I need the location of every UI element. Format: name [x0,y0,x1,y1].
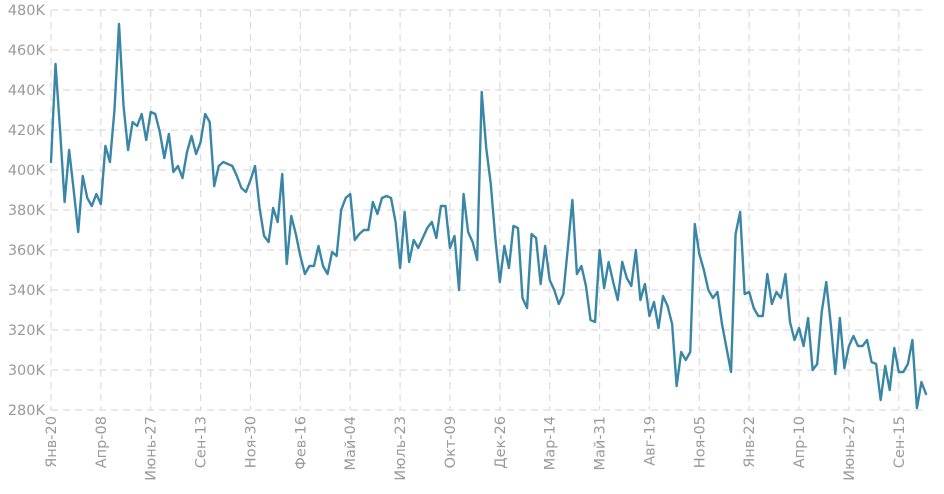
y-gridlines [51,9,926,411]
y-tick-label: 340K [8,283,46,299]
y-tick-label: 300K [8,363,46,379]
y-axis-tick-labels: 280K 300K 320K 340K 360K 380K 400K 420K 440K 460K… [8,3,46,419]
x-tick-label: Июль-23 [393,416,409,481]
x-axis-tick-labels: Янв-20 Апр-08 Июнь-27 Сен-13 Ноя-30 Фев-16 Май… [44,416,908,481]
x-tick-label: Май-31 [593,416,609,471]
y-tick-label: 420K [8,123,46,139]
x-tick-label: Дек-26 [493,416,509,469]
series-line [49,22,928,410]
x-tick-label: Ноя-30 [243,416,259,468]
x-tick-label: Июнь-27 [842,416,858,481]
x-tick-label: Сен-13 [194,416,210,468]
x-tick-label: Янв-22 [742,416,758,468]
x-tick-label: Апр-10 [792,416,808,468]
y-tick-label: 280K [8,403,46,419]
x-tick-label: Фев-16 [293,416,309,470]
y-tick-label: 320K [8,323,46,339]
x-tick-label: Апр-08 [94,416,110,468]
x-tick-label: Мар-14 [543,416,559,470]
y-tick-label: 440K [8,83,46,99]
y-tick-label: 460K [8,43,46,59]
y-tick-label: 400K [8,163,46,179]
x-tick-label: Ноя-05 [692,416,708,468]
y-tick-label: 380K [8,203,46,219]
x-tick-label: Май-04 [343,416,359,471]
x-tick-label: Авг-19 [642,416,658,466]
x-tick-label: Окт-09 [443,416,459,468]
y-tick-label: 360K [8,243,46,259]
y-tick-label: 480K [8,3,46,19]
x-tick-label: Сен-15 [892,416,908,468]
x-tick-label: Июнь-27 [144,416,160,481]
x-tick-label: Янв-20 [44,416,60,468]
x-gridlines [50,10,900,410]
